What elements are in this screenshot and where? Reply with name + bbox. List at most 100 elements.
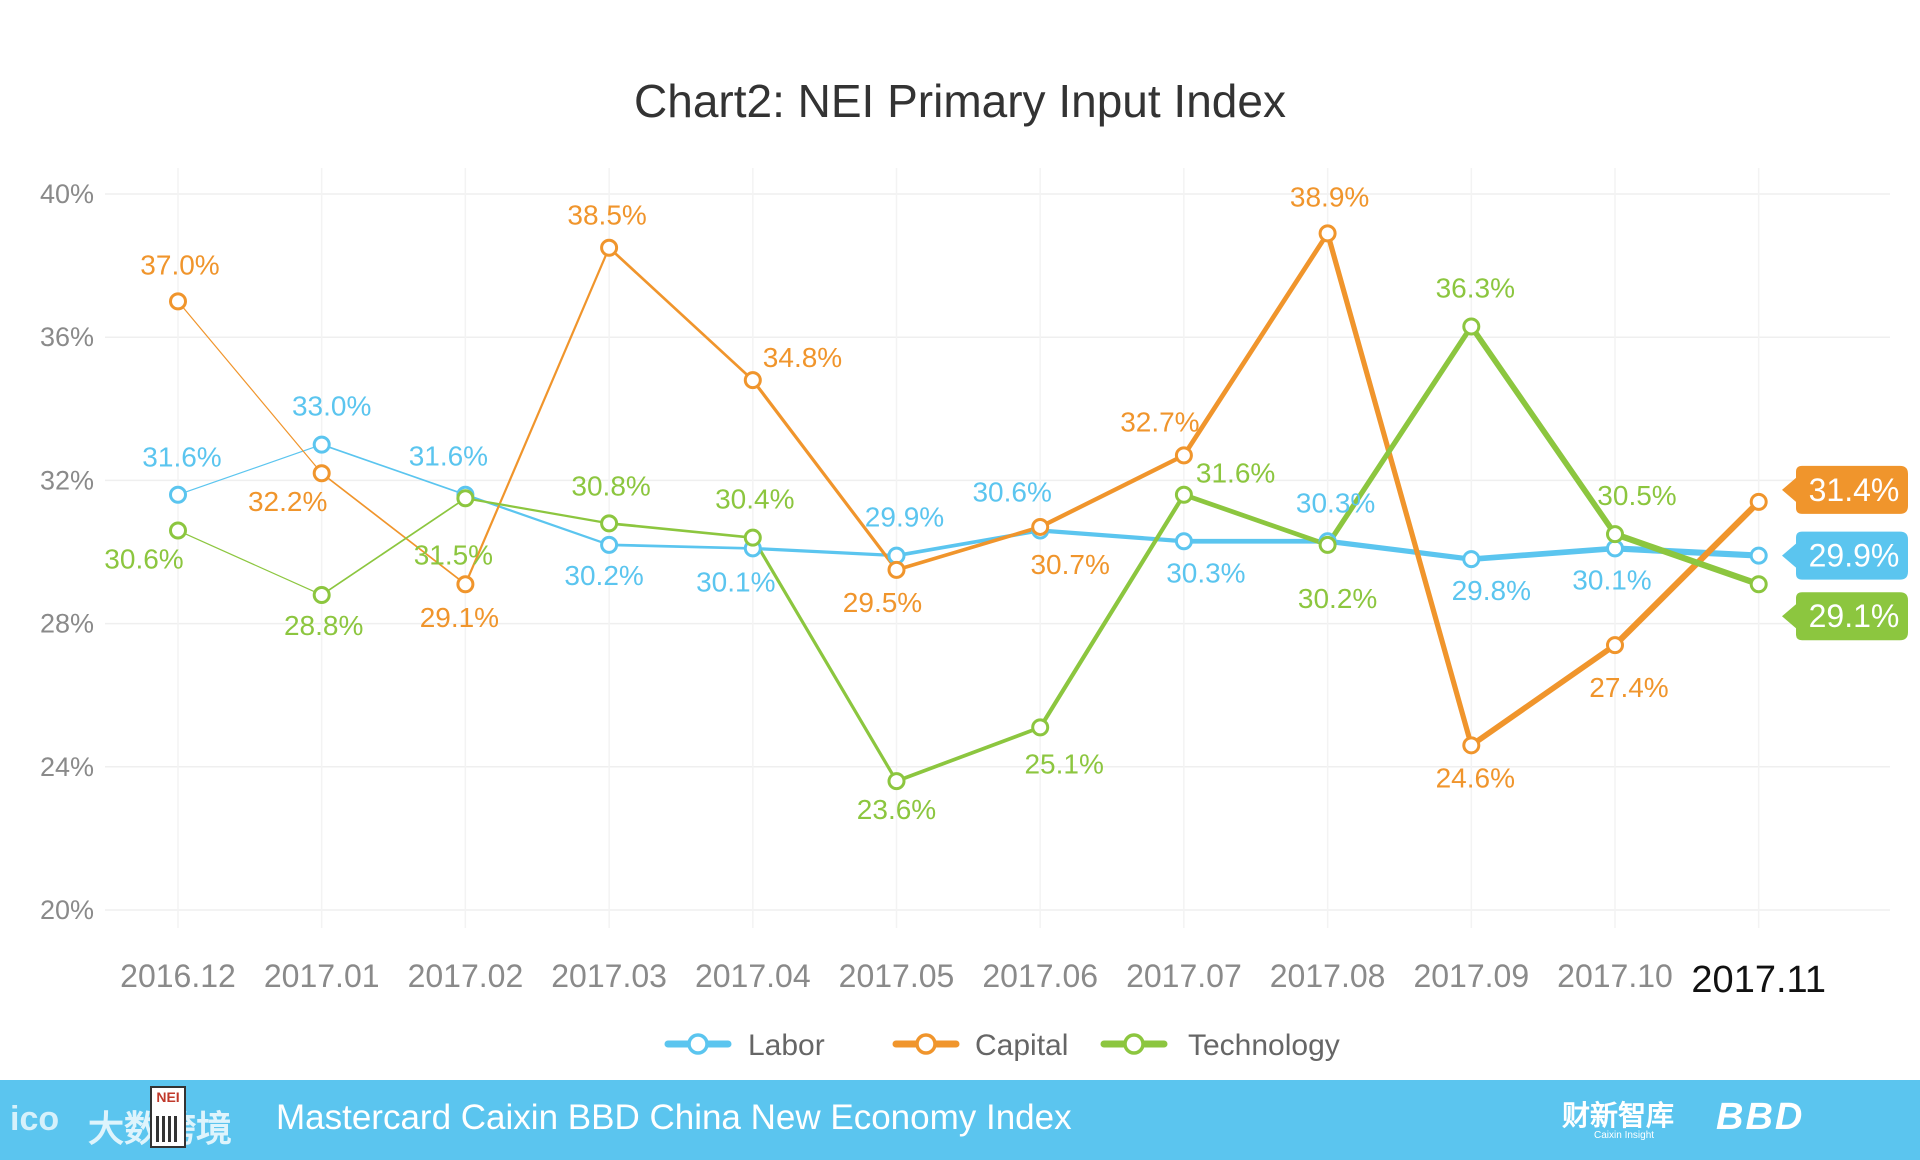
y-tick-label: 36% bbox=[40, 322, 94, 352]
data-point-technology bbox=[1031, 718, 1050, 737]
y-axis: 20% 24% 28% 32% 36% 40% bbox=[40, 179, 94, 925]
data-label-technology: 30.8% bbox=[571, 470, 650, 501]
data-point-technology bbox=[1749, 575, 1768, 594]
data-label-technology: 30.2% bbox=[1298, 583, 1377, 614]
end-tag-shape bbox=[1782, 465, 1908, 514]
data-label-capital: 38.9% bbox=[1290, 181, 1369, 212]
series-segment-labor bbox=[177, 444, 323, 496]
legend-item-technology: Technology bbox=[1100, 1029, 1340, 1062]
nei-badge-icon: NEI bbox=[150, 1086, 186, 1148]
legend: Labor Capital Technology bbox=[664, 1029, 1340, 1062]
series-segment-labor bbox=[1324, 538, 1474, 562]
end-tag-technology: 29.1% bbox=[1782, 592, 1908, 641]
data-label-capital: 37.0% bbox=[140, 249, 219, 280]
x-tick-label: 2017.03 bbox=[551, 958, 667, 994]
data-label-capital: 30.7% bbox=[1030, 549, 1109, 580]
data-label-capital: 38.5% bbox=[567, 200, 646, 231]
legend-marker bbox=[915, 1033, 937, 1055]
series-segment-technology bbox=[751, 536, 899, 783]
data-label-labor: 30.1% bbox=[696, 566, 775, 597]
data-point-labor bbox=[1462, 550, 1481, 569]
data-point-labor bbox=[1749, 546, 1768, 565]
data-label-technology: 25.1% bbox=[1024, 748, 1103, 779]
series-segment-technology bbox=[177, 529, 323, 596]
y-tick-label: 32% bbox=[40, 465, 94, 495]
data-point-labor bbox=[169, 485, 187, 504]
data-point-capital bbox=[743, 371, 762, 390]
end-tag-label: 31.4% bbox=[1809, 472, 1900, 508]
series-segment-capital bbox=[464, 246, 611, 586]
legend-marker bbox=[687, 1033, 709, 1055]
y-tick-label: 28% bbox=[40, 609, 94, 639]
data-label-technology: 36.3% bbox=[1436, 272, 1515, 303]
data-point-technology bbox=[312, 585, 331, 604]
data-point-capital bbox=[456, 575, 475, 594]
series-segment-technology bbox=[1038, 492, 1187, 730]
series-segment-labor bbox=[320, 443, 467, 496]
end-tag-labor: 29.9% bbox=[1782, 531, 1908, 580]
data-point-capital bbox=[1031, 517, 1050, 536]
data-label-labor: 29.9% bbox=[865, 502, 944, 533]
series-segment-labor bbox=[1038, 528, 1187, 544]
series-segment-technology bbox=[1611, 530, 1762, 588]
end-tag-label: 29.1% bbox=[1809, 598, 1900, 634]
data-point-capital bbox=[1174, 446, 1193, 465]
data-point-capital bbox=[1318, 224, 1337, 243]
legend-marker bbox=[1123, 1033, 1145, 1055]
series-segment-capital bbox=[1468, 642, 1618, 749]
data-point-labor bbox=[312, 435, 331, 454]
data-label-capital: 32.7% bbox=[1120, 406, 1199, 437]
data-label-technology: 30.5% bbox=[1597, 480, 1676, 511]
nei-badge-label: NEI bbox=[156, 1089, 180, 1105]
series-segment-labor bbox=[1468, 545, 1618, 563]
data-label-technology: 31.6% bbox=[1196, 458, 1275, 489]
data-label-technology: 30.4% bbox=[715, 484, 794, 515]
data-label-labor: 30.3% bbox=[1296, 487, 1375, 518]
data-point-capital bbox=[312, 464, 331, 483]
x-tick-label: 2017.06 bbox=[982, 958, 1098, 994]
y-tick-label: 24% bbox=[40, 752, 94, 782]
caixin-logo: 财新智库 bbox=[1562, 1100, 1675, 1131]
data-label-capital: 27.4% bbox=[1589, 672, 1668, 703]
legend-label: Labor bbox=[748, 1029, 825, 1062]
data-label-labor: 33.0% bbox=[292, 391, 371, 422]
y-tick-label: 20% bbox=[40, 895, 94, 925]
x-axis: 2016.12 2017.01 2017.02 2017.03 2017.04 2017.… bbox=[120, 958, 1826, 1001]
data-label-technology: 23.6% bbox=[857, 794, 936, 825]
x-tick-label: 2017.01 bbox=[264, 958, 380, 994]
x-tick-label: 2017.05 bbox=[839, 958, 955, 994]
data-point-technology bbox=[1606, 525, 1624, 544]
data-point-capital bbox=[1606, 636, 1624, 655]
end-tags: 29.9% 31.4% 29.1% bbox=[1782, 465, 1908, 641]
barcode-graphic bbox=[156, 1116, 180, 1142]
x-tick-label: 2017.04 bbox=[695, 958, 811, 994]
end-tag-shape bbox=[1782, 531, 1908, 580]
series-segment-technology bbox=[320, 497, 467, 596]
data-label-technology: 28.8% bbox=[284, 610, 363, 641]
legend-label: Capital bbox=[975, 1029, 1068, 1062]
data-point-technology bbox=[600, 514, 619, 533]
series-points bbox=[169, 224, 1768, 791]
data-point-capital bbox=[1749, 492, 1768, 511]
data-point-capital bbox=[169, 292, 187, 311]
series-segment-technology bbox=[464, 497, 611, 525]
series-segment-capital bbox=[607, 246, 755, 382]
data-label-labor: 30.2% bbox=[564, 560, 643, 591]
data-point-capital bbox=[887, 560, 906, 579]
series-segment-capital bbox=[320, 472, 467, 586]
series-segment-technology bbox=[1324, 323, 1474, 548]
series-segment-labor bbox=[1611, 545, 1762, 559]
watermark-logo: ico bbox=[10, 1100, 60, 1138]
data-point-technology bbox=[1318, 535, 1337, 554]
x-tick-label: 2017.02 bbox=[408, 958, 524, 994]
x-tick-label: 2017.10 bbox=[1557, 958, 1673, 994]
legend-item-labor: Labor bbox=[664, 1029, 825, 1062]
data-point-labor bbox=[887, 546, 906, 565]
data-label-labor: 30.3% bbox=[1166, 557, 1245, 588]
series-segment-labor bbox=[751, 546, 899, 558]
data-label-capital: 24.6% bbox=[1436, 762, 1515, 793]
footer-banner: ico 大数跨境 NEI Mastercard Caixin BBD China… bbox=[0, 1080, 1920, 1160]
end-tag-shape bbox=[1782, 592, 1908, 641]
series-segment-technology bbox=[1468, 323, 1618, 537]
data-point-labor bbox=[600, 535, 619, 554]
